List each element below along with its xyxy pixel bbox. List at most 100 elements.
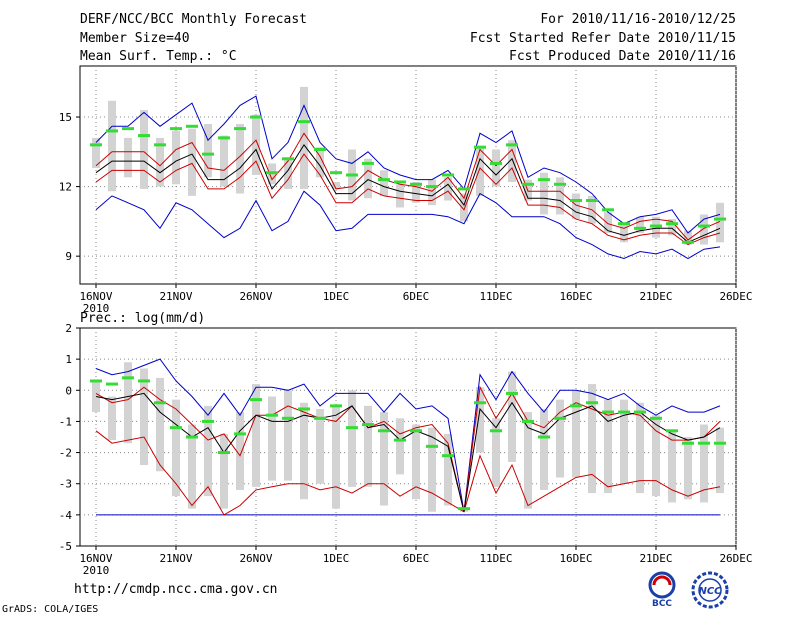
x-tick-label: 26NOV	[239, 552, 272, 565]
ensemble-box	[204, 405, 212, 497]
ensemble-box	[412, 181, 420, 203]
forecast-marker	[362, 161, 374, 165]
ensemble-box	[684, 437, 692, 500]
ensemble-box	[476, 147, 484, 196]
ncc-logo-label: NCC	[698, 586, 722, 597]
ensemble-box	[364, 158, 372, 199]
forecast-marker	[634, 410, 646, 414]
source-url[interactable]: http://cmdp.ncc.cma.gov.cn	[74, 582, 278, 597]
y-tick-label: 9	[65, 250, 72, 263]
y-tick-label: -1	[59, 415, 72, 428]
ensemble-box	[588, 384, 596, 494]
ensemble-box	[252, 114, 260, 175]
forecast-marker	[90, 143, 102, 147]
forecast-marker	[538, 178, 550, 182]
ensemble-box	[172, 130, 180, 185]
min-line	[95, 95, 721, 234]
forecast-marker	[458, 187, 470, 191]
forecast-marker	[410, 429, 422, 433]
ensemble-box	[140, 110, 148, 189]
chart-title: DERF/NCC/BCC Monthly Forecast	[80, 12, 307, 27]
ensemble-box	[492, 149, 500, 187]
forecast-marker	[554, 182, 566, 186]
x-tick-label: 1DEC	[323, 552, 350, 565]
forecast-marker	[266, 413, 278, 417]
y-tick-label: 2	[65, 322, 72, 335]
x-tick-label: 21DEC	[639, 290, 672, 303]
ensemble-box	[460, 193, 468, 222]
ensemble-box	[220, 135, 228, 187]
y-tick-label: -4	[59, 509, 73, 522]
forecast-marker	[650, 416, 662, 420]
forecast-marker	[138, 379, 150, 383]
forecast-marker	[314, 416, 326, 420]
ensemble-box	[620, 399, 628, 484]
ensemble-mean-line	[95, 144, 721, 243]
forecast-marker	[490, 161, 502, 165]
forecast-marker	[698, 224, 710, 228]
forecast-marker	[106, 129, 118, 133]
ensemble-mean-line	[95, 392, 721, 512]
forecast-marker	[314, 147, 326, 151]
temperature-variable-label: Mean Surf. Temp.: °C	[80, 49, 237, 64]
ensemble-box	[540, 408, 548, 490]
forecast-marker	[362, 423, 374, 427]
ensemble-box	[620, 223, 628, 243]
x-tick-label: 1DEC	[323, 290, 350, 303]
forecast-marker	[618, 222, 630, 226]
ensemble-box	[716, 202, 724, 243]
x-tick-label: 26DEC	[719, 290, 752, 303]
forecast-marker	[698, 441, 710, 445]
forecast-marker	[122, 376, 134, 380]
ensemble-box	[508, 371, 516, 462]
x-tick-label: 6DEC	[403, 290, 430, 303]
x-tick-label: 16NOV	[79, 290, 112, 303]
ensemble-box	[412, 424, 420, 500]
ensemble-box	[236, 412, 244, 490]
forecast-marker	[122, 127, 134, 131]
x-tick-label: 6DEC	[403, 552, 430, 565]
y-tick-label: 1	[65, 353, 72, 366]
ensemble-box	[284, 390, 292, 481]
forecast-marker	[570, 199, 582, 203]
forecast-marker	[506, 391, 518, 395]
ensemble-box	[236, 123, 244, 194]
forecast-marker	[682, 441, 694, 445]
ensemble-box	[188, 424, 196, 509]
precipitation-chart: 16NOV 21NOV 26NOV 1DEC 6DEC 11DEC 16DEC 21DEC 26…	[59, 311, 753, 577]
forecast-produced-date-label: Fcst Produced Date 2010/11/16	[509, 49, 736, 64]
ensemble-box	[252, 384, 260, 487]
x-tick-label: 21NOV	[159, 552, 192, 565]
forecast-marker	[106, 382, 118, 386]
forecast-marker	[602, 410, 614, 414]
forecast-marker	[250, 398, 262, 402]
max-line	[95, 358, 721, 512]
forecast-marker	[650, 224, 662, 228]
forecast-marker	[298, 407, 310, 411]
temperature-chart: 16NOV 21NOV 26NOV 1DEC 6DEC 11DEC 16DEC 21DEC 26…	[59, 65, 753, 315]
lower-spread-line	[95, 153, 721, 246]
forecast-marker	[186, 435, 198, 439]
forecast-marker	[394, 438, 406, 442]
forecast-marker	[538, 435, 550, 439]
forecast-marker	[442, 454, 454, 458]
ensemble-box	[364, 405, 372, 487]
forecast-marker	[666, 222, 678, 226]
x-tick-label: 21NOV	[159, 290, 192, 303]
ensemble-box	[492, 418, 500, 487]
forecast-marker	[330, 404, 342, 408]
ensemble-box	[540, 172, 548, 215]
forecast-marker	[586, 401, 598, 405]
y-tick-label: 0	[65, 384, 72, 397]
ensemble-box	[444, 433, 452, 506]
ensemble-box	[668, 430, 676, 503]
ensemble-box	[524, 412, 532, 509]
forecast-marker	[298, 120, 310, 124]
forecast-marker	[522, 419, 534, 423]
member-size-label: Member Size=40	[80, 31, 190, 46]
forecast-marker	[154, 401, 166, 405]
ensemble-box	[332, 405, 340, 509]
x-tick-label: 11DEC	[479, 552, 512, 565]
y-tick-label: -2	[59, 447, 72, 460]
forecast-marker	[250, 115, 262, 119]
